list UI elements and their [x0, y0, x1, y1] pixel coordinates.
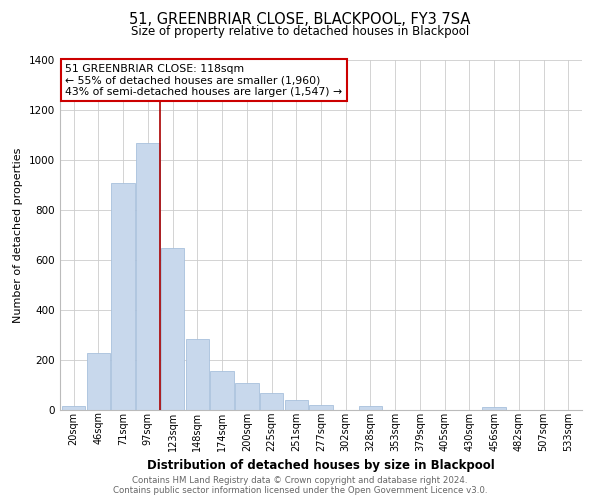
Bar	[210, 371, 234, 410]
Text: 51 GREENBRIAR CLOSE: 118sqm
← 55% of detached houses are smaller (1,960)
43% of : 51 GREENBRIAR CLOSE: 118sqm ← 55% of det…	[65, 64, 343, 96]
Bar	[112, 182, 135, 410]
Text: 51, GREENBRIAR CLOSE, BLACKPOOL, FY3 7SA: 51, GREENBRIAR CLOSE, BLACKPOOL, FY3 7SA	[130, 12, 470, 28]
X-axis label: Distribution of detached houses by size in Blackpool: Distribution of detached houses by size …	[147, 459, 495, 472]
Y-axis label: Number of detached properties: Number of detached properties	[13, 148, 23, 322]
Bar	[309, 404, 333, 410]
Text: Size of property relative to detached houses in Blackpool: Size of property relative to detached ho…	[131, 25, 469, 38]
Bar	[235, 383, 259, 410]
Bar	[161, 248, 184, 410]
Bar	[359, 406, 382, 410]
Bar	[185, 339, 209, 410]
Bar	[136, 142, 160, 410]
Bar	[86, 353, 110, 410]
Text: Contains HM Land Registry data © Crown copyright and database right 2024.: Contains HM Land Registry data © Crown c…	[132, 476, 468, 485]
Text: Contains public sector information licensed under the Open Government Licence v3: Contains public sector information licen…	[113, 486, 487, 495]
Bar	[260, 392, 283, 410]
Bar	[284, 400, 308, 410]
Bar	[62, 406, 85, 410]
Bar	[482, 407, 506, 410]
